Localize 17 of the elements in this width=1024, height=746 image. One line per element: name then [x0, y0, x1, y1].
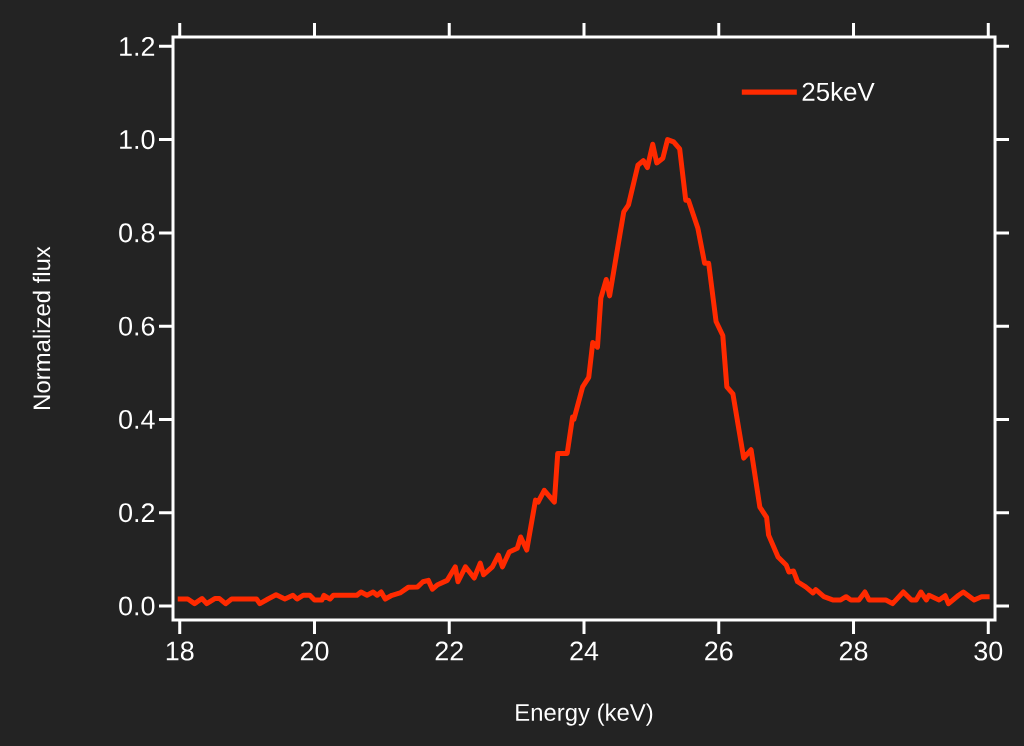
y-tick-label: 1.2 — [120, 36, 155, 56]
y-tick-label: 0.0 — [119, 596, 155, 616]
y-tick-label: 0.4 — [119, 409, 155, 429]
y-tick-label: 0.8 — [119, 223, 155, 243]
y-tick-label: 0.2 — [119, 503, 155, 523]
legend-label: 25keV — [802, 82, 875, 102]
x-tick-label: 20 — [300, 641, 329, 661]
x-tick-label: 28 — [839, 641, 868, 661]
x-tick-label: 22 — [435, 641, 463, 661]
y-tick-label: 1.0 — [120, 130, 155, 150]
y-tick-label: 0.6 — [119, 316, 155, 336]
x-axis-title: Energy (keV) — [516, 703, 653, 726]
x-tick-label: 18 — [166, 641, 194, 661]
y-axis-title: Normalized flux — [32, 246, 51, 409]
x-tick-label: 24 — [570, 641, 599, 661]
x-tick-label: 30 — [974, 641, 1003, 661]
x-tick-label: 26 — [705, 641, 733, 661]
